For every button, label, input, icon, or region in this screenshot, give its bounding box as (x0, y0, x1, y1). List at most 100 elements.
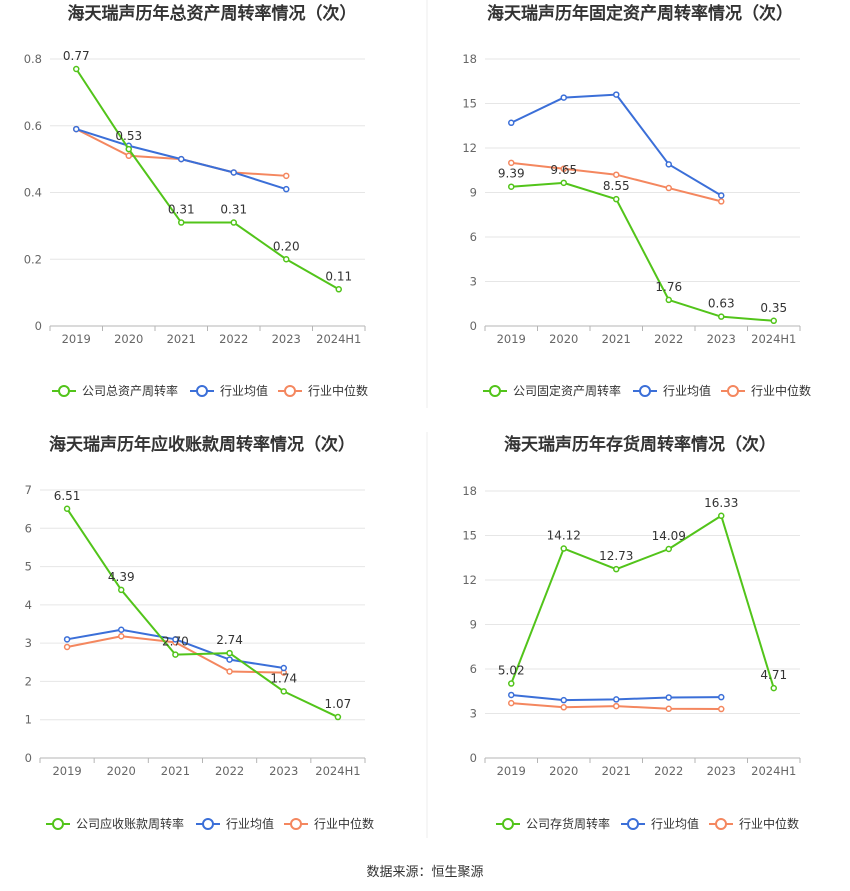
y-tick-label: 4 (25, 598, 32, 612)
data-point-median (125, 152, 132, 160)
y-tick-label: 0 (35, 319, 42, 333)
legend-item-avg[interactable]: 行业均值 (196, 816, 274, 831)
legend-item-median[interactable]: 行业中位数 (278, 383, 368, 398)
data-label: 6.51 (54, 489, 81, 503)
footer-source: 数据来源：恒生聚源 (366, 865, 483, 880)
data-label: 9.39 (498, 167, 525, 181)
data-point-company (560, 545, 567, 552)
data-point-avg (280, 664, 287, 672)
legend-marker-icon (284, 385, 296, 397)
legend-marker-icon (196, 385, 208, 397)
chart-title: 海天瑞声历年总资产周转率情况（次） (68, 3, 357, 24)
legend-label: 行业均值 (226, 816, 274, 831)
data-point-median (665, 705, 672, 713)
data-point-avg (508, 691, 515, 699)
data-label: 0.20 (273, 239, 300, 253)
data-label: 14.12 (547, 529, 581, 543)
x-tick-label: 2023 (272, 332, 301, 346)
y-tick-label: 12 (462, 141, 477, 155)
legend-label: 公司固定资产周转率 (513, 383, 621, 398)
data-point-avg (613, 696, 620, 703)
x-tick-label: 2024H1 (751, 764, 796, 778)
data-point-company (718, 313, 725, 320)
x-tick-label: 2023 (707, 764, 736, 778)
series-line-company (510, 514, 775, 689)
legend-item-company[interactable]: 公司总资产周转率 (52, 383, 178, 398)
data-point-avg (613, 91, 620, 98)
data-label: 16.33 (704, 496, 738, 510)
data-point-median (560, 704, 567, 711)
legend-item-median[interactable]: 行业中位数 (284, 816, 374, 831)
data-point-median (665, 184, 672, 192)
legend-item-avg[interactable]: 行业均值 (621, 816, 699, 831)
x-tick-label: 2020 (549, 764, 578, 778)
data-point-avg (230, 169, 237, 176)
legend-marker-icon (639, 385, 651, 397)
series-line-company (511, 181, 774, 322)
y-tick-label: 0.2 (24, 252, 42, 266)
data-point-median (118, 633, 125, 640)
data-point-company (508, 680, 515, 687)
y-tick-label: 0.8 (24, 52, 42, 66)
x-tick-label: 2019 (497, 764, 526, 778)
data-point-median (508, 699, 515, 707)
data-point-avg (508, 119, 515, 127)
y-tick-label: 15 (462, 97, 477, 111)
y-tick-label: 9 (470, 618, 477, 632)
legend-item-avg[interactable]: 行业均值 (190, 383, 268, 398)
y-tick-label: 1 (25, 713, 32, 727)
y-tick-label: 3 (470, 707, 477, 721)
x-tick-label: 2019 (62, 332, 91, 346)
legend-marker-icon (502, 818, 514, 830)
data-point-company (770, 317, 777, 325)
data-point-company (665, 545, 672, 553)
chart-panel-2: 海天瑞声历年固定资产周转率情况（次） 0 3 6 9 12 15 18 2019 2020 2021… (462, 3, 811, 398)
legend-label: 行业中位数 (739, 816, 799, 831)
data-point-company (125, 145, 132, 153)
legend-item-company[interactable]: 公司存货周转率 (496, 816, 610, 831)
data-label: 1.76 (655, 280, 682, 294)
legend-item-avg[interactable]: 行业均值 (633, 383, 711, 398)
data-point-median (508, 159, 515, 167)
legend-item-median[interactable]: 行业中位数 (709, 816, 799, 831)
legend-label: 行业均值 (220, 383, 268, 398)
data-point-company (280, 688, 287, 695)
data-point-avg (718, 192, 725, 199)
y-tick-label: 0.4 (24, 186, 42, 200)
y-tick-label: 2 (25, 674, 32, 688)
data-label: 2.70 (162, 635, 189, 649)
x-tick-label: 2019 (52, 764, 81, 778)
data-point-median (63, 643, 71, 651)
y-tick-label: 9 (470, 186, 477, 200)
data-point-company (118, 586, 125, 594)
legend-item-median[interactable]: 行业中位数 (721, 383, 811, 398)
data-point-company (283, 256, 290, 263)
y-tick-label: 6 (25, 521, 32, 535)
legend-item-company[interactable]: 公司应收账款周转率 (46, 816, 184, 831)
legend-marker-icon (627, 818, 639, 830)
data-point-avg (283, 185, 290, 193)
data-point-median (613, 702, 620, 710)
chart-panel-4: 海天瑞声历年存货周转率情况（次） 0 3 6 9 12 15 18 2019 2020 2021 20… (462, 434, 801, 831)
data-point-median (283, 172, 290, 180)
legend-marker-icon (52, 818, 64, 830)
data-point-company (335, 286, 342, 293)
data-point-company (613, 195, 620, 203)
data-label: 0.77 (63, 49, 90, 63)
chart-panel-1: 海天瑞声历年总资产周转率情况（次） 0 0.2 0.4 0.6 0.8 2019 2020 20… (24, 3, 368, 398)
legend-label: 公司总资产周转率 (82, 383, 178, 398)
y-tick-label: 0 (470, 751, 477, 765)
y-tick-label: 18 (462, 484, 477, 498)
x-tick-label: 2024H1 (315, 764, 360, 778)
data-point-avg (560, 696, 567, 704)
data-point-median (718, 198, 725, 205)
data-point-company (665, 296, 672, 304)
data-point-company (172, 651, 179, 658)
chart-title: 海天瑞声历年固定资产周转率情况（次） (487, 3, 793, 24)
legend-label: 行业中位数 (308, 383, 368, 398)
legend-item-company[interactable]: 公司固定资产周转率 (483, 383, 621, 398)
data-label: 12.73 (599, 549, 633, 563)
data-point-company (178, 219, 185, 226)
y-tick-label: 3 (470, 275, 477, 289)
legend-marker-icon (290, 818, 302, 830)
